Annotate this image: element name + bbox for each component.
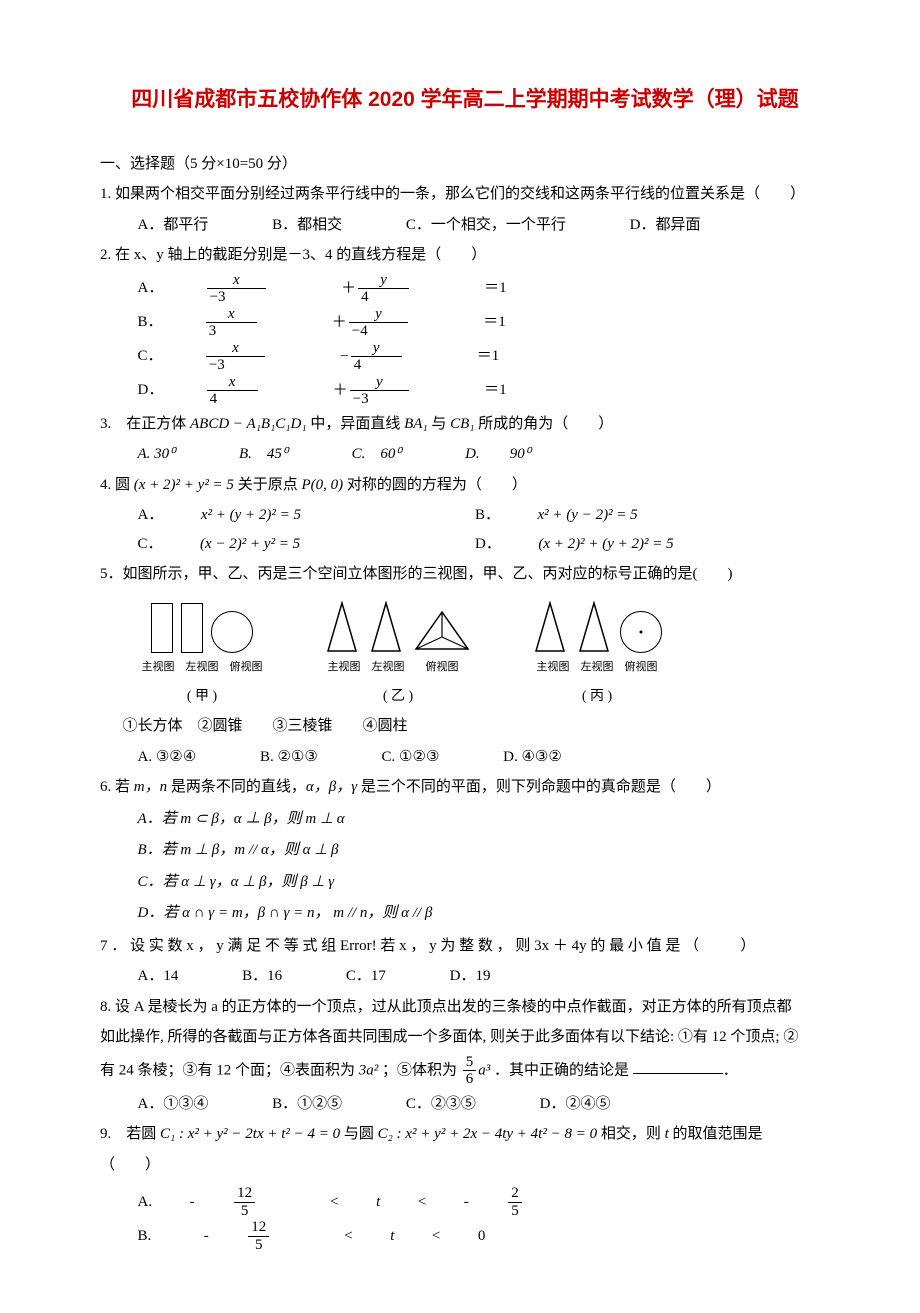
blank-fill bbox=[633, 1073, 723, 1074]
q7-opt-c: C．17 bbox=[346, 962, 386, 991]
q1-opt-c: C．一个相交，一个平行 bbox=[406, 211, 566, 240]
question-4: 4. 圆 (x + 2)² + y² = 5 关于原点 P(0, 0) 对称的圆… bbox=[100, 471, 830, 500]
q6-opt-d: D．若 α ∩ γ = m，β ∩ γ = n， m // n，则 α // β bbox=[138, 898, 831, 930]
question-7-options: A．14 B．16 C．17 D．19 bbox=[100, 962, 830, 991]
bing-top-view bbox=[620, 611, 662, 653]
q5-opt-a: A. ③②④ bbox=[138, 743, 197, 772]
q2-opt-b: B． x3＋y−4＝1 bbox=[138, 306, 544, 340]
q9-opt-a: A. - 125 < t < - 25 bbox=[138, 1185, 597, 1219]
q1-opt-a: A．都平行 bbox=[138, 211, 209, 240]
q7-opt-a: A．14 bbox=[138, 962, 179, 991]
q5-opt-d: D. ④③② bbox=[503, 743, 562, 772]
lbl: 左视图 bbox=[184, 657, 220, 678]
q3-opt-b: B. 45⁰ bbox=[239, 440, 288, 469]
q5-legend: ①长方体 ②圆锥 ③三棱锥 ④圆柱 bbox=[100, 712, 830, 741]
lbl: 主视图 bbox=[326, 657, 362, 678]
q8-opt-b: B．①②⑤ bbox=[272, 1090, 342, 1119]
question-7: 7 ． 设 实 数 x ， y 满 足 不 等 式 组 Error! 若 x ，… bbox=[100, 932, 830, 961]
q3-opt-a: A. 30⁰ bbox=[138, 440, 176, 469]
q1-opt-b: B．都相交 bbox=[272, 211, 342, 240]
q3-opt-c: C. 60⁰ bbox=[352, 440, 402, 469]
jia-top-view bbox=[211, 611, 253, 653]
question-1: 1. 如果两个相交平面分别经过两条平行线中的一条，那么它们的交线和这两条平行线的… bbox=[100, 180, 830, 209]
lbl: 主视图 bbox=[140, 657, 176, 678]
q7-opt-d: D．19 bbox=[450, 962, 491, 991]
jia-left-view bbox=[181, 603, 203, 653]
cap-bing: ( 丙 ) bbox=[532, 684, 662, 711]
q5-group-bing: 主视图 左视图 俯视图 ( 丙 ) bbox=[532, 595, 662, 710]
question-8-line2: 如此操作, 所得的各截面与正方体各面共同围成一个多面体, 则关于此多面体有以下结… bbox=[100, 1023, 830, 1052]
question-2-options-row2: C． x−3−y4＝1 D． x4＋y−3＝1 bbox=[100, 340, 830, 408]
q2-opt-d: D． x4＋y−3＝1 bbox=[138, 374, 545, 408]
q4-opt-b: B．x² + (y − 2)² = 5 bbox=[475, 501, 675, 530]
lbl: 俯视图 bbox=[228, 657, 264, 678]
q6-opt-a: A．若 m ⊂ β，α ⊥ β，则 m ⊥ α bbox=[138, 804, 831, 836]
lbl: 俯视图 bbox=[414, 657, 470, 678]
q6-opt-b: B．若 m ⊥ β，m // α，则 α ⊥ β bbox=[138, 835, 831, 867]
question-6-options: A．若 m ⊂ β，α ⊥ β，则 m ⊥ α B．若 m ⊥ β，m // α… bbox=[100, 804, 830, 930]
q5-group-jia: 主视图 左视图 俯视图 ( 甲 ) bbox=[140, 595, 264, 710]
bing-main-view bbox=[532, 601, 568, 653]
q4-opt-c: C．(x − 2)² + y² = 5 bbox=[138, 530, 438, 559]
question-8-line1: 8. 设 A 是棱长为 a 的正方体的一个顶点，过从此顶点出发的三条棱的中点作截… bbox=[100, 993, 830, 1022]
question-5: 5．如图所示，甲、乙、丙是三个空间立体图形的三视图，甲、乙、丙对应的标号正确的是… bbox=[100, 560, 830, 589]
q5-group-yi: 主视图 左视图 俯视图 ( 乙 ) bbox=[324, 595, 472, 710]
q3-opt-d: D. 90⁰ bbox=[465, 440, 531, 469]
lbl: 左视图 bbox=[579, 657, 615, 678]
lbl: 主视图 bbox=[535, 657, 571, 678]
question-9-paren: （ ） bbox=[100, 1151, 830, 1180]
cap-yi: ( 乙 ) bbox=[324, 684, 472, 711]
bing-left-view bbox=[576, 601, 612, 653]
q5-opt-c: C. ①②③ bbox=[382, 743, 440, 772]
question-5-options: A. ③②④ B. ②①③ C. ①②③ D. ④③② bbox=[100, 743, 830, 772]
q2-opt-c: C． x−3−y4＝1 bbox=[138, 340, 537, 374]
q7-opt-b: B．16 bbox=[242, 962, 282, 991]
question-2-options-row1: A． x−3＋y4＝1 B． x3＋y−4＝1 bbox=[100, 272, 830, 340]
section-1-heading: 一、选择题（5 分×10=50 分） bbox=[100, 150, 830, 179]
lbl: 左视图 bbox=[370, 657, 406, 678]
q9-opt-b: B. - 125 < t < 0 bbox=[138, 1219, 523, 1253]
question-9: 9. 若圆 C₁ : x² + y² − 2tx + t² − 4 = 0 与圆… bbox=[100, 1120, 830, 1149]
question-3-options: A. 30⁰ B. 45⁰ C. 60⁰ D. 90⁰ bbox=[100, 440, 830, 469]
q5-figures: 主视图 左视图 俯视图 ( 甲 ) 主视图 左视图 俯视图 ( 乙 ) bbox=[100, 595, 830, 710]
exam-title: 四川省成都市五校协作体 2020 学年高二上学期期中考试数学（理）试题 bbox=[100, 80, 830, 120]
question-8-line3: 有 24 条棱；③有 12 个面；④表面积为 3a² ；⑤体积为 56a³ ．其… bbox=[100, 1054, 830, 1088]
question-9-options: A. - 125 < t < - 25 B. - 125 < t < 0 bbox=[100, 1185, 830, 1253]
q8-opt-c: C．②③⑤ bbox=[406, 1090, 476, 1119]
q8-opt-d: D．②④⑤ bbox=[540, 1090, 611, 1119]
q5-opt-b: B. ②①③ bbox=[260, 743, 318, 772]
question-4-options-row2: C．(x − 2)² + y² = 5 D．(x + 2)² + (y + 2)… bbox=[100, 530, 830, 559]
q8-opt-a: A．①③④ bbox=[138, 1090, 209, 1119]
question-3: 3. 在正方体 ABCD − A₁B₁C₁D₁ 中，异面直线 BA₁ 与 CB₁… bbox=[100, 410, 830, 439]
yi-left-view bbox=[368, 601, 404, 653]
question-1-options: A．都平行 B．都相交 C．一个相交，一个平行 D．都异面 bbox=[100, 211, 830, 240]
cap-jia: ( 甲 ) bbox=[140, 684, 264, 711]
question-6: 6. 若 m，n 是两条不同的直线，α，β，γ 是三个不同的平面，则下列命题中的… bbox=[100, 773, 830, 802]
question-8-options: A．①③④ B．①②⑤ C．②③⑤ D．②④⑤ bbox=[100, 1090, 830, 1119]
q4-opt-d: D．(x + 2)² + (y + 2)² = 5 bbox=[475, 530, 711, 559]
lbl: 俯视图 bbox=[623, 657, 659, 678]
q4-opt-a: A．x² + (y + 2)² = 5 bbox=[138, 501, 438, 530]
question-2: 2. 在 x、y 轴上的截距分别是－3、4 的直线方程是（ ） bbox=[100, 241, 830, 270]
q6-opt-c: C．若 α ⊥ γ，α ⊥ β，则 β ⊥ γ bbox=[138, 867, 831, 899]
yi-top-view bbox=[412, 609, 472, 653]
q2-opt-a: A． x−3＋y4＝1 bbox=[138, 272, 545, 306]
jia-main-view bbox=[151, 603, 173, 653]
question-4-options-row1: A．x² + (y + 2)² = 5 B．x² + (y − 2)² = 5 bbox=[100, 501, 830, 530]
yi-main-view bbox=[324, 601, 360, 653]
q1-opt-d: D．都异面 bbox=[630, 211, 701, 240]
